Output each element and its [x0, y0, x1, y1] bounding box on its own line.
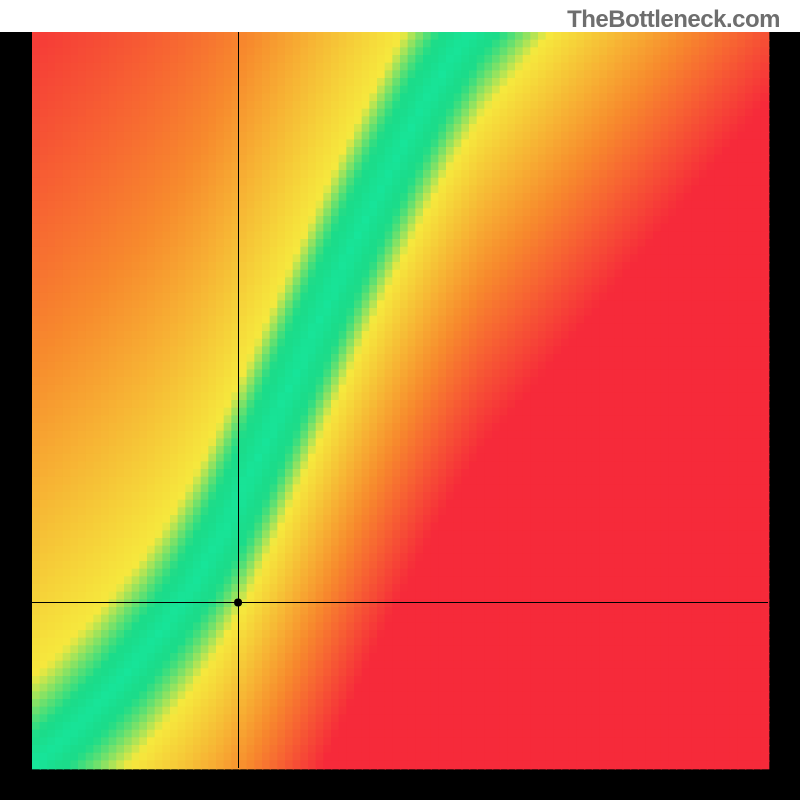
site-watermark: TheBottleneck.com — [567, 6, 780, 34]
bottleneck-heatmap — [0, 32, 800, 800]
